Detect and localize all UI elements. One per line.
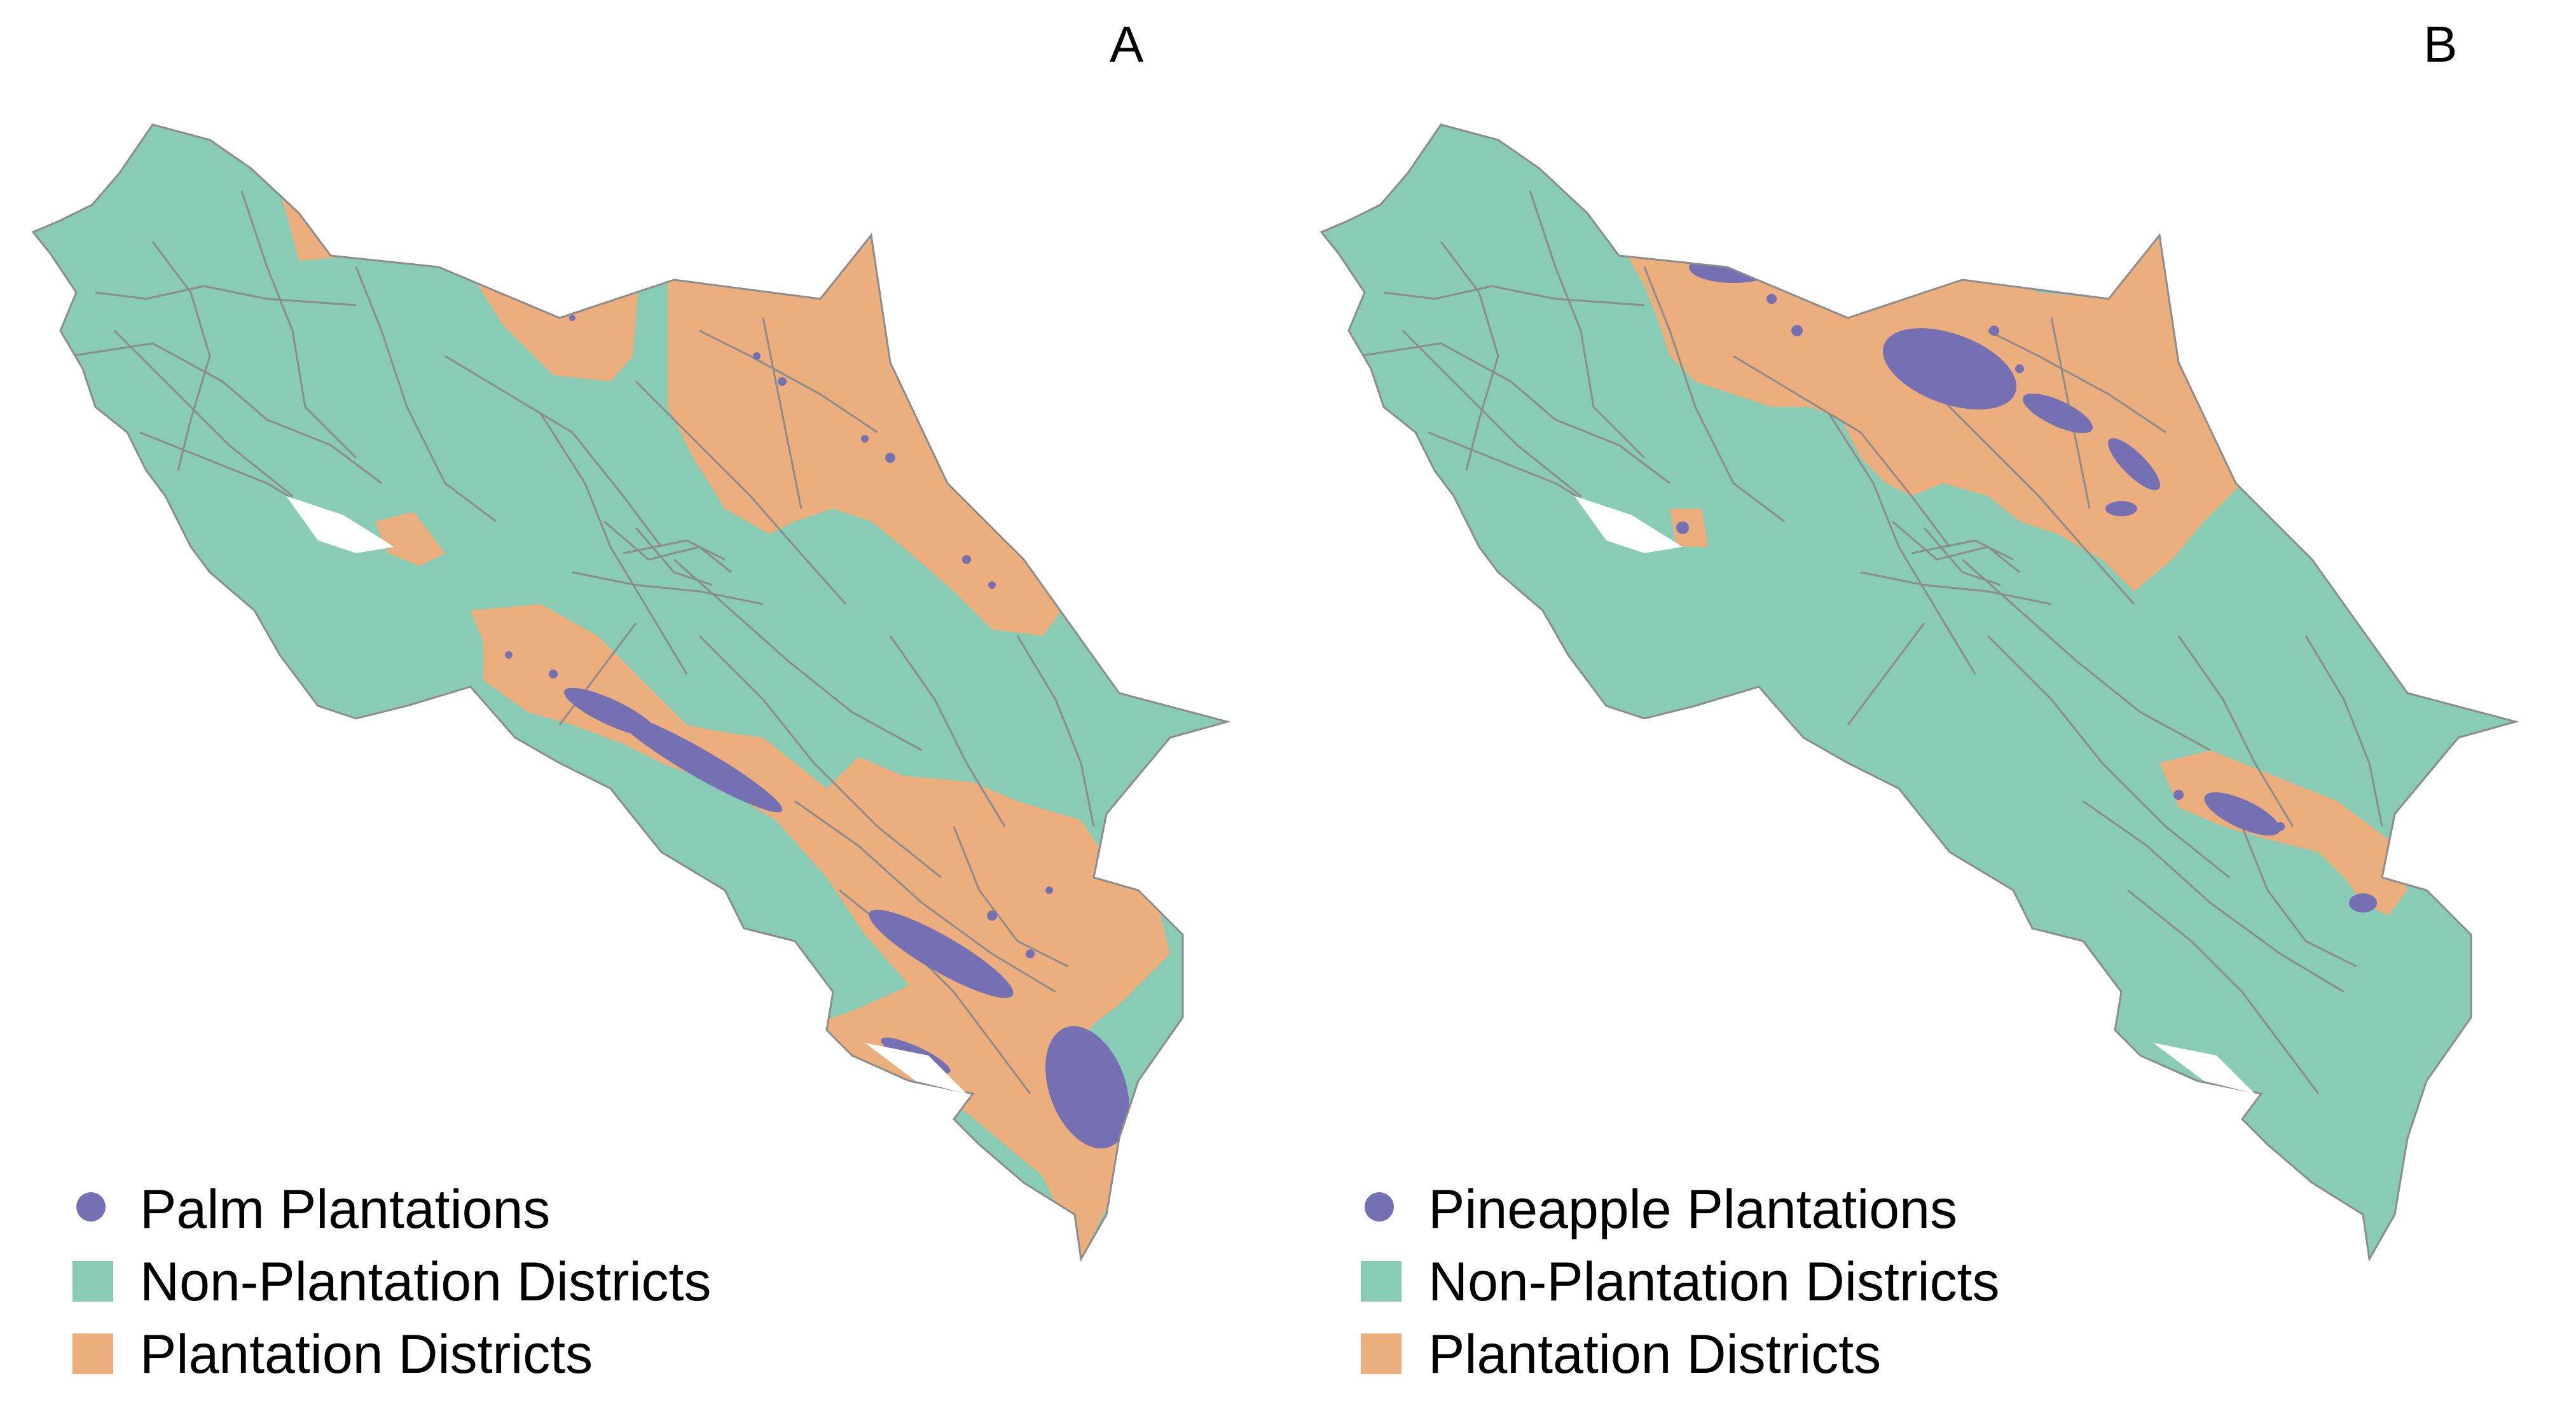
panel-letter: B	[2423, 16, 2458, 72]
legend-dot-swatch	[1365, 1192, 1394, 1222]
legend-swatch-non-plantation	[1361, 1261, 1402, 1302]
panel-a: A Palm Plantations Non-Plantation Distri…	[31, 16, 1231, 1385]
district-boundaries	[69, 190, 1095, 1094]
panel-letter: A	[1110, 16, 1144, 72]
legend-swatch-plantation	[72, 1333, 113, 1374]
legend-swatch-non-plantation	[72, 1261, 113, 1302]
legend-label-non-plantation: Non-Plantation Districts	[140, 1251, 712, 1312]
legend-swatch-plantation	[1361, 1333, 1402, 1374]
gulf-of-nicoya	[286, 496, 394, 553]
legend-label-non-plantation: Non-Plantation Districts	[1428, 1251, 2000, 1312]
golfo-dulce	[2153, 1043, 2255, 1094]
panel-b: B Pineapple Plantations Non-Plantation D…	[1288, 0, 2576, 1404]
legend-label-plantation: Plantation Districts	[1428, 1324, 1882, 1385]
country-outline	[31, 123, 1231, 1262]
gulf-of-nicoya	[1574, 496, 1683, 553]
golfo-dulce	[865, 1043, 967, 1094]
legend-label-plantation: Plantation Districts	[140, 1324, 593, 1385]
map-costa-rica-palm	[31, 123, 1231, 1262]
legend-label-plantations: Palm Plantations	[140, 1179, 551, 1240]
legend-dot-swatch	[76, 1192, 106, 1222]
plantation-points	[505, 295, 1129, 1237]
country-outline	[1319, 123, 2519, 1262]
legend-label-plantations: Pineapple Plantations	[1428, 1179, 1957, 1240]
map-costa-rica-pineapple	[1319, 123, 2519, 1262]
